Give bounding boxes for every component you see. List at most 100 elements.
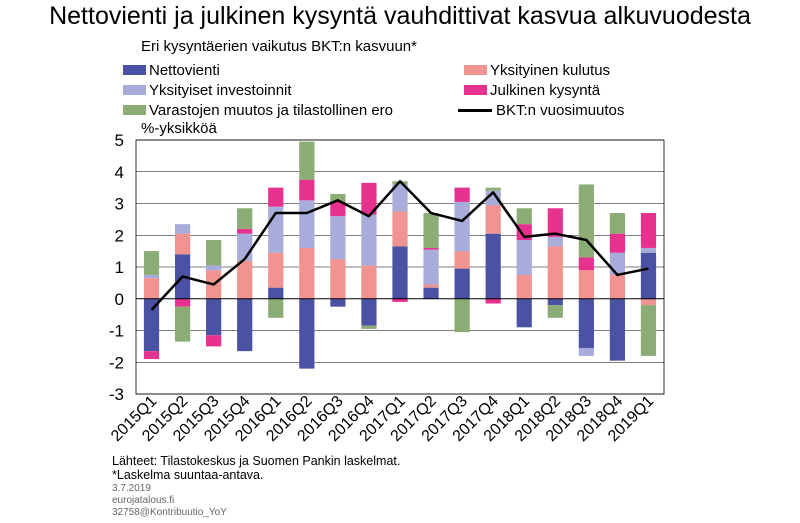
bar-segment [299, 200, 315, 248]
bar-segment [423, 213, 439, 248]
bar-segment [143, 298, 160, 352]
bar-segment [330, 259, 346, 299]
legend-label: BKT:n vuosimuutos [496, 101, 625, 119]
y-tick-label: -3 [109, 385, 124, 404]
bar-segment [330, 298, 346, 307]
bar-segment [268, 252, 284, 288]
bar-segment [423, 247, 439, 250]
publish-date: 3.7.2019 [112, 483, 151, 494]
bar-segment [547, 236, 563, 247]
bar-segment [485, 233, 501, 299]
bar-segment [174, 224, 191, 234]
legend-swatch [464, 85, 487, 95]
footnote: *Laskelma suuntaa-antava. [112, 468, 264, 482]
y-tick-label: 2 [115, 226, 124, 245]
legend-line [458, 108, 492, 112]
bar-segment [423, 249, 439, 285]
chart-subtitle: Eri kysyntäerien vaikutus BKT:n kasvuun* [141, 38, 417, 55]
bar-segment [640, 247, 657, 253]
chart-title: Nettovienti ja julkinen kysyntä vauhditt… [49, 2, 751, 30]
chart-code: 32758@Kontribuutio_YoY [112, 507, 227, 518]
bar-segment [206, 335, 222, 347]
bar-segment [516, 298, 532, 328]
legend-label: Nettovienti [149, 61, 220, 79]
bar-segment [609, 274, 626, 299]
y-tick-label: -1 [109, 322, 124, 341]
bar-segment [578, 298, 594, 348]
bar-segment [454, 268, 470, 299]
bar-segment [516, 274, 532, 299]
bar-segment [392, 211, 408, 247]
y-tick-label: 3 [115, 195, 124, 214]
legend-label: Julkinen kysyntä [490, 81, 601, 99]
bar-segment [237, 208, 253, 229]
legend-swatch [123, 85, 146, 95]
legend-item-julkinen-kysynta: Julkinen kysyntä [464, 81, 600, 99]
bar-segment [143, 251, 160, 275]
plot-frame [135, 139, 665, 395]
bar-segment [268, 298, 284, 318]
legend-swatch [464, 65, 487, 75]
source-note: Lähteet: Tilastokeskus ja Suomen Pankin … [112, 454, 401, 468]
site-name: eurojatalous.fi [112, 495, 175, 506]
legend-swatch [123, 105, 146, 115]
bar-segment [640, 252, 657, 299]
bar-segment [330, 201, 346, 217]
bar-segment [392, 184, 408, 212]
bar-segment [237, 260, 253, 299]
bar-segment [485, 187, 501, 191]
bar-segment [454, 298, 470, 333]
y-tick-label: 1 [115, 258, 124, 277]
bar-segment [578, 347, 594, 356]
bar-segment [143, 278, 160, 299]
legend-swatch [123, 65, 146, 75]
bar-segment [392, 298, 408, 302]
bar-segment [423, 284, 439, 288]
bar-segment [299, 141, 315, 180]
y-tick-label: 0 [115, 290, 124, 309]
bar-segment [485, 205, 501, 234]
bar-segment [268, 187, 284, 207]
legend-label: Yksityiset investoinnit [149, 81, 292, 99]
y-tick-label: 4 [115, 163, 124, 182]
bar-segment [609, 213, 626, 234]
bar-segment [454, 251, 470, 269]
bar-segment [361, 265, 377, 299]
bar-segment [237, 228, 253, 234]
legend-label: Varastojen muutos ja tilastollinen ero [149, 101, 394, 119]
bar-segment [547, 298, 563, 306]
bar-segment [206, 298, 222, 336]
bar-segment [299, 247, 315, 299]
bar-segment [516, 208, 532, 225]
legend-item-varastojen-muutos: Varastojen muutos ja tilastollinen ero [123, 101, 393, 119]
bar-segment [299, 298, 315, 369]
bar-segment [609, 233, 626, 253]
bar-segment [174, 233, 191, 255]
bar-segment [640, 305, 657, 356]
bar-segment [361, 182, 377, 215]
bar-segment [206, 265, 222, 271]
bar-segment [640, 298, 657, 306]
bar-segment [237, 233, 253, 261]
legend-item-yksityiset-investoinnit: Yksityiset investoinnit [123, 81, 292, 99]
bar-segment [547, 208, 563, 237]
bar-segment [361, 214, 377, 266]
bar-segment [547, 246, 563, 299]
y-tick-label: -2 [109, 353, 124, 372]
bar-segment [609, 252, 626, 275]
bar-segment [206, 240, 222, 266]
bar-segment [423, 287, 439, 299]
bar-segment [143, 351, 160, 360]
bar-segment [392, 246, 408, 299]
bar-segment [640, 213, 657, 248]
bar-segment [299, 179, 315, 201]
bar-segment [578, 257, 594, 271]
legend-item-bkt-vuosimuutos: BKT:n vuosimuutos [458, 101, 624, 119]
bar-segment [143, 274, 160, 279]
y-tick-label: 5 [115, 131, 124, 150]
bar-segment [547, 305, 563, 318]
gdp-line [150, 180, 649, 311]
bar-segment [454, 201, 470, 252]
bar-segment [268, 287, 284, 299]
